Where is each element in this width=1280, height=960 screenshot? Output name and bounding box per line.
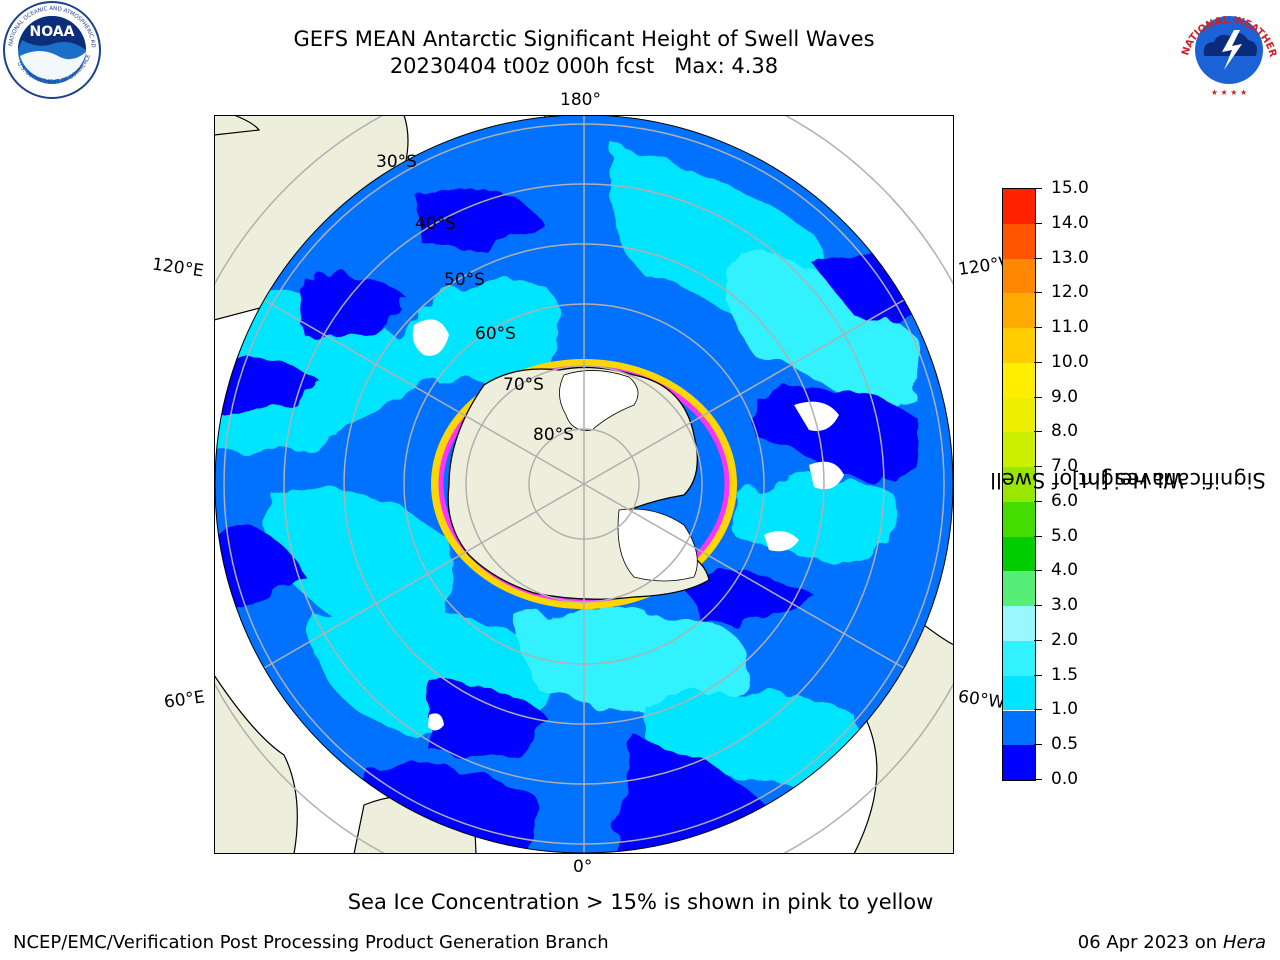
noaa-logo: NOAA NATIONAL OCEANIC AND ATMOSPHERIC AD…: [0, 0, 101, 99]
colorbar-segment: [1003, 328, 1035, 363]
sea-ice-note: Sea Ice Concentration > 15% is shown in …: [347, 890, 934, 914]
colorbar-segment: [1003, 640, 1035, 676]
colorbar-tick: [1034, 466, 1042, 468]
colorbar-tick: [1034, 361, 1042, 363]
colorbar-segment: [1003, 606, 1035, 641]
colorbar-segment: [1003, 258, 1035, 294]
colorbar-tick-label: 2.0: [1051, 629, 1079, 650]
lat-label-50s: 50°S: [444, 270, 485, 290]
national-weather-service-logo: NATIONAL WEATHER SERVICE ★ ★ ★ ★: [1178, 0, 1278, 98]
lat-label-30s: 30°S: [376, 152, 417, 172]
colorbar-segment: [1003, 189, 1035, 224]
colorbar-tick-label: 15.0: [1051, 178, 1089, 198]
colorbar-tick-label: 0.5: [1051, 734, 1079, 755]
colorbar-tick: [1034, 396, 1042, 398]
lon-label-60w: 60°W: [956, 686, 1007, 714]
colorbar-segment: [1003, 571, 1035, 607]
colorbar-tick-label: 6.0: [1051, 490, 1079, 511]
colorbar-segment: [1003, 745, 1035, 780]
colorbar-tick-label: 10.0: [1051, 351, 1089, 372]
colorbar-tick: [1034, 327, 1042, 329]
colorbar-tick-label: 3.0: [1051, 595, 1079, 616]
footer-host: Hera: [1222, 932, 1266, 953]
colorbar-tick-label: 11.0: [1051, 317, 1089, 338]
colorbar: [1002, 188, 1036, 781]
footer-credit: NCEP/EMC/Verification Post Processing Pr…: [13, 932, 609, 953]
colorbar-tick-label: 13.0: [1051, 247, 1089, 268]
lat-label-40s: 40°S: [415, 214, 456, 234]
lon-label-120e: 120°E: [150, 254, 205, 282]
colorbar-segment: [1003, 710, 1035, 746]
colorbar-segment: [1003, 501, 1035, 537]
missing-data-patches: [412, 319, 844, 731]
colorbar-tick: [1034, 222, 1042, 224]
colorbar-segment: [1003, 397, 1035, 433]
colorbar-tick: [1034, 709, 1042, 711]
lat-label-80s: 80°S: [533, 425, 574, 445]
colorbar-tick: [1034, 292, 1042, 294]
colorbar-tick-label: 1.5: [1051, 664, 1079, 685]
colorbar-tick: [1034, 500, 1042, 502]
colorbar-tick-label: 8.0: [1051, 421, 1079, 442]
colorbar-tick: [1034, 188, 1042, 189]
colorbar-segment: [1003, 223, 1035, 259]
colorbar-tick-label: 14.0: [1051, 212, 1089, 233]
colorbar-tick: [1034, 605, 1042, 607]
svg-text:★ ★ ★ ★: ★ ★ ★ ★: [1211, 88, 1247, 97]
svg-text:NOAA: NOAA: [30, 24, 75, 40]
colorbar-tick-label: 12.0: [1051, 282, 1089, 303]
lat-label-70s: 70°S: [503, 375, 544, 395]
ronne-ice-shelf: [617, 508, 698, 582]
colorbar-segment: [1003, 536, 1035, 572]
colorbar-segment: [1003, 293, 1035, 329]
colorbar-tick-label: 0.0: [1051, 769, 1079, 789]
lat-label-60s: 60°S: [475, 324, 516, 344]
colorbar-tick-label: 5.0: [1051, 525, 1079, 546]
ross-ice-shelf: [559, 370, 639, 431]
colorbar-tick: [1034, 779, 1042, 780]
colorbar-segment: [1003, 675, 1035, 711]
colorbar-tick-label: 7.0: [1051, 456, 1079, 477]
footer-date: 06 Apr 2023 on Hera: [1077, 932, 1266, 953]
colorbar-segment: [1003, 432, 1035, 468]
polar-map: [214, 115, 954, 854]
colorbar-tick: [1034, 744, 1042, 746]
graticule: [214, 115, 954, 854]
colorbar-title: Significant Height of Swell Waves [m]: [990, 468, 1266, 492]
lon-label-180: 180°: [560, 90, 601, 110]
colorbar-tick: [1034, 431, 1042, 433]
chart-title-line1: GEFS MEAN Antarctic Significant Height o…: [293, 27, 875, 51]
chart-title-line2: 20230404 t00z 000h fcst Max: 4.38: [389, 54, 779, 78]
colorbar-tick-label: 4.0: [1051, 560, 1079, 581]
colorbar-segment: [1003, 467, 1035, 502]
colorbar-tick: [1034, 257, 1042, 259]
colorbar-segment: [1003, 362, 1035, 398]
colorbar-tick-label: 9.0: [1051, 386, 1079, 407]
colorbar-tick-label: 1.0: [1051, 699, 1079, 720]
colorbar-tick: [1034, 674, 1042, 676]
colorbar-tick: [1034, 639, 1042, 641]
colorbar-tick: [1034, 570, 1042, 572]
lon-label-0: 0°: [573, 857, 593, 877]
lon-label-60e: 60°E: [162, 687, 207, 713]
colorbar-tick: [1034, 535, 1042, 537]
